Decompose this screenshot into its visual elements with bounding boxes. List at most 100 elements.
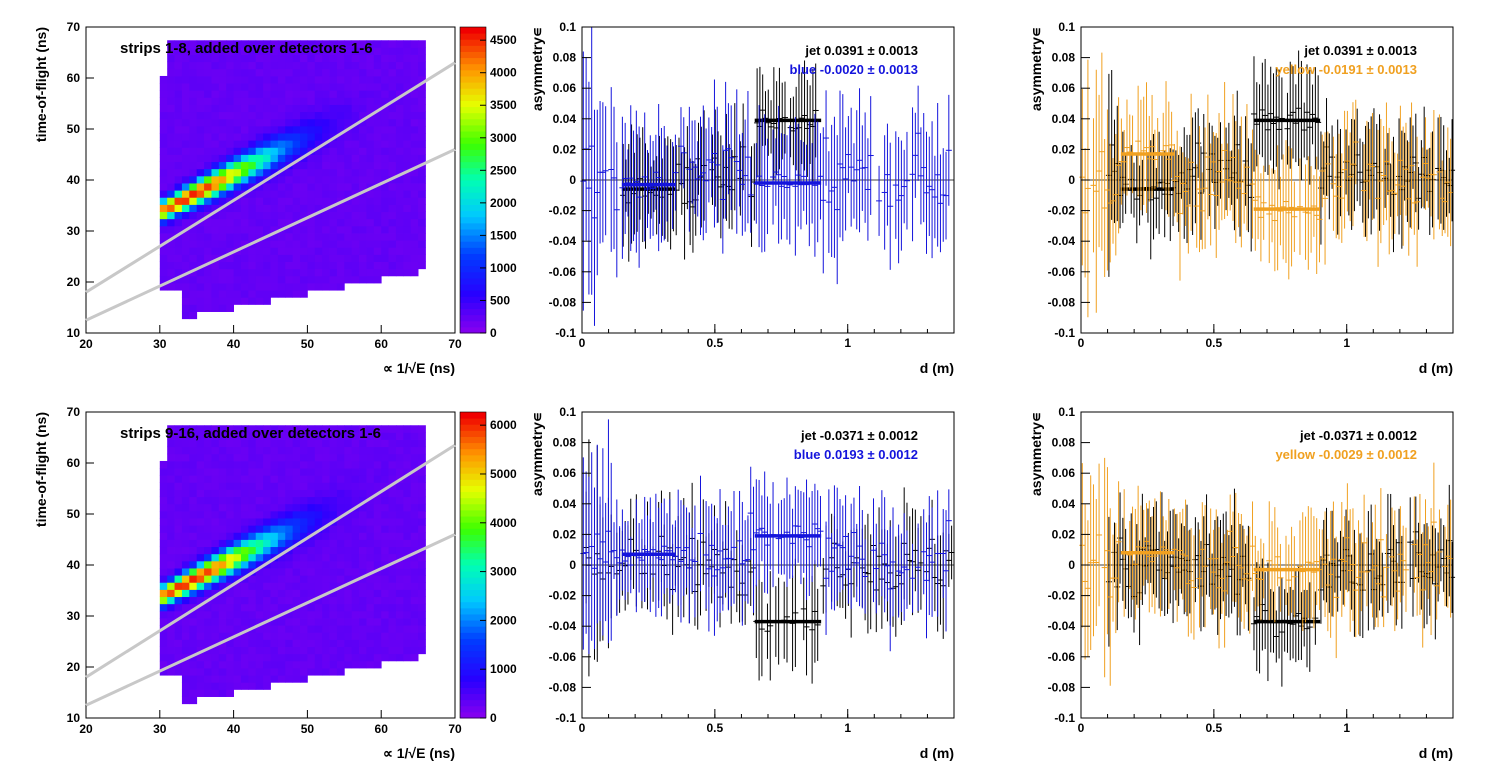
heatmap-bin <box>300 268 308 277</box>
heatmap-bin <box>307 54 316 63</box>
heatmap-bin <box>189 689 198 697</box>
heatmap-bin <box>292 40 301 48</box>
heatmap-bin <box>292 283 301 291</box>
heatmap-bin <box>270 496 279 505</box>
heatmap-bin <box>218 425 227 433</box>
heatmap-bin <box>410 553 419 562</box>
heatmap-bin <box>196 168 205 177</box>
heatmap-bin <box>307 161 316 170</box>
heatmap-bin <box>240 525 249 533</box>
heatmap-bin <box>277 475 286 483</box>
heatmap-bin <box>410 639 419 647</box>
heatmap-bin <box>410 68 419 77</box>
heatmap-bin <box>226 518 234 526</box>
heatmap-bin <box>277 68 286 77</box>
heatmap-bin <box>366 560 375 569</box>
heatmap-bin <box>211 175 220 184</box>
heatmap-bin <box>314 432 323 440</box>
heatmap-bin <box>314 240 323 248</box>
heatmap-bin <box>263 453 271 462</box>
heatmap-bin <box>211 83 220 91</box>
heatmap-bin <box>226 254 234 262</box>
heatmap-bin <box>344 489 353 498</box>
heatmap-bin <box>300 589 308 598</box>
heatmap-bin <box>285 632 294 640</box>
heatmap-bin <box>336 532 345 540</box>
heatmap-bin <box>189 68 198 77</box>
heatmap-bin <box>159 268 168 277</box>
heatmap-bin <box>373 510 382 519</box>
x-axis-label: d (m) <box>1419 745 1453 761</box>
heatmap-bin <box>277 646 286 655</box>
heatmap-bin <box>307 525 316 533</box>
heatmap-bin <box>292 618 301 626</box>
heatmap-bin <box>255 161 264 170</box>
heatmap-bin <box>263 482 271 490</box>
heatmap-bin <box>418 40 426 48</box>
heatmap-bin <box>240 47 249 55</box>
heatmap-bin <box>300 596 308 605</box>
heatmap-bin <box>277 525 286 533</box>
heatmap-bin <box>270 453 279 462</box>
heatmap-bin <box>410 54 419 63</box>
heatmap-bin <box>388 104 397 113</box>
heatmap-bin <box>344 68 353 77</box>
y-tick-label: 40 <box>67 173 81 187</box>
heatmap-bin <box>418 111 426 120</box>
heatmap-bin <box>204 510 212 519</box>
heatmap-bin <box>226 304 234 312</box>
heatmap-bin <box>336 618 345 626</box>
heatmap-bin <box>181 603 190 612</box>
heatmap-bin <box>263 218 271 227</box>
heatmap-bin <box>240 432 249 440</box>
heatmap-bin <box>248 197 257 205</box>
heatmap-bin <box>204 140 212 148</box>
heatmap-bin <box>388 546 397 555</box>
heatmap-bin <box>167 510 175 519</box>
heatmap-bin <box>270 489 279 498</box>
heatmap-bin <box>204 518 212 526</box>
heatmap-bin <box>351 75 360 84</box>
heatmap-bin <box>403 546 412 555</box>
heatmap-bin <box>285 290 294 298</box>
heatmap-bin <box>285 268 294 277</box>
heatmap-bin <box>351 596 360 605</box>
heatmap-bin <box>263 660 271 669</box>
heatmap-bin <box>211 118 220 127</box>
heatmap-bin <box>300 639 308 647</box>
y-tick-label: 0.04 <box>1052 112 1076 126</box>
heatmap-bin <box>270 218 279 227</box>
heatmap-bin <box>263 147 271 155</box>
x-tick-label: 0 <box>1078 336 1085 350</box>
heatmap-bin <box>181 625 190 633</box>
heatmap-bin <box>226 503 234 512</box>
heatmap-bin <box>359 83 367 91</box>
heatmap-bin <box>211 482 220 490</box>
y-tick-label: -0.1 <box>1054 711 1075 725</box>
heatmap-bin <box>174 183 183 191</box>
heatmap-bin <box>307 460 316 469</box>
heatmap-bin <box>204 275 212 284</box>
heatmap-bin <box>285 532 294 540</box>
heatmap-bin <box>277 568 286 576</box>
heatmap-bin <box>226 546 234 555</box>
heatmap-bin <box>226 268 234 277</box>
heatmap-bin <box>263 596 271 605</box>
heatmap-bin <box>351 646 360 655</box>
heatmap-bin <box>167 489 175 498</box>
heatmap-bin <box>277 425 286 433</box>
heatmap-bin <box>344 610 353 619</box>
y-tick-label: 0.08 <box>553 51 577 65</box>
heatmap-bin <box>189 468 198 476</box>
heatmap-bin <box>240 54 249 63</box>
heatmap-bin <box>366 582 375 590</box>
color-scale-step <box>460 204 486 212</box>
heatmap-bin <box>292 432 301 440</box>
heatmap-bin <box>373 97 382 105</box>
heatmap-bin <box>359 254 367 262</box>
heatmap-bin <box>181 475 190 483</box>
heatmap-bin <box>366 147 375 155</box>
heatmap-bin <box>270 40 279 48</box>
heatmap-bin <box>418 133 426 141</box>
heatmap-bin <box>240 675 249 683</box>
